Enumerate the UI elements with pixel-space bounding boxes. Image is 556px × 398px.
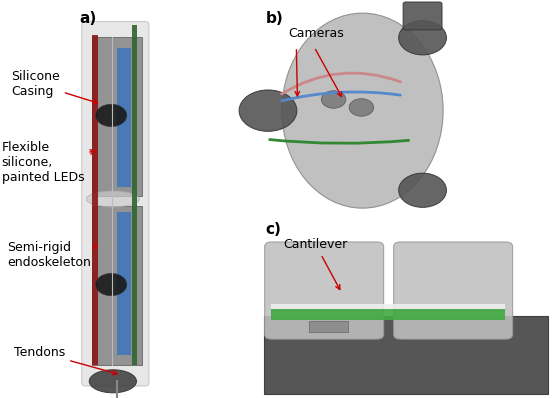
- Bar: [117, 48, 131, 187]
- Text: Semi-rigid
endoskeleton: Semi-rigid endoskeleton: [7, 241, 97, 269]
- Bar: [132, 25, 137, 365]
- Circle shape: [96, 104, 127, 127]
- Bar: [92, 206, 142, 365]
- Bar: [271, 309, 505, 320]
- Bar: [271, 304, 505, 309]
- FancyBboxPatch shape: [265, 242, 384, 339]
- Circle shape: [239, 90, 297, 131]
- FancyBboxPatch shape: [82, 21, 149, 386]
- Bar: [117, 212, 131, 355]
- Bar: [92, 37, 142, 196]
- Text: Silicone
Casing: Silicone Casing: [11, 70, 98, 104]
- Text: Flexible
silicone,
painted LEDs: Flexible silicone, painted LEDs: [2, 141, 95, 184]
- Bar: [309, 321, 348, 332]
- FancyBboxPatch shape: [403, 2, 442, 30]
- Text: a): a): [79, 11, 96, 26]
- Circle shape: [321, 91, 346, 108]
- Text: Cameras: Cameras: [288, 27, 344, 40]
- Circle shape: [96, 273, 127, 296]
- Circle shape: [399, 21, 446, 55]
- Ellipse shape: [282, 13, 443, 208]
- Text: Cantilever: Cantilever: [284, 238, 348, 289]
- Bar: [264, 316, 548, 394]
- Ellipse shape: [89, 370, 137, 393]
- Circle shape: [349, 99, 374, 116]
- Text: b): b): [266, 11, 284, 26]
- Circle shape: [399, 173, 446, 207]
- Ellipse shape: [87, 191, 140, 207]
- Bar: [92, 35, 98, 365]
- FancyBboxPatch shape: [394, 242, 513, 339]
- Text: c): c): [266, 222, 282, 237]
- Text: Tendons: Tendons: [14, 346, 117, 375]
